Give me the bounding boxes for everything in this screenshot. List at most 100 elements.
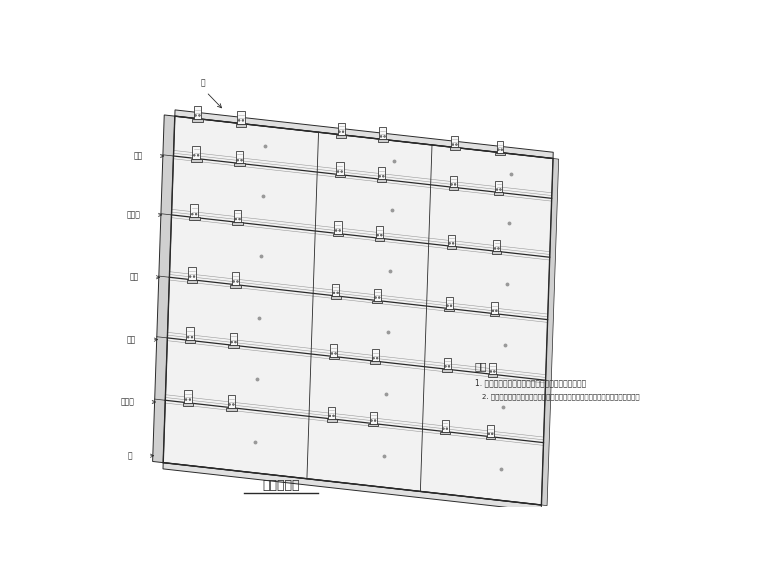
Bar	[447, 246, 456, 249]
Bar	[376, 180, 387, 182]
Circle shape	[498, 149, 499, 150]
Bar	[334, 221, 341, 234]
Circle shape	[372, 357, 375, 359]
Polygon shape	[165, 338, 546, 443]
Bar	[330, 344, 337, 356]
Circle shape	[488, 433, 489, 435]
Circle shape	[499, 189, 502, 190]
Bar	[184, 390, 192, 403]
Circle shape	[375, 296, 377, 299]
Circle shape	[191, 336, 193, 338]
Circle shape	[189, 398, 191, 401]
Bar	[370, 361, 380, 364]
Bar	[234, 164, 245, 166]
Circle shape	[452, 144, 454, 145]
Bar	[191, 158, 201, 161]
Circle shape	[496, 310, 497, 312]
Circle shape	[384, 136, 385, 137]
Circle shape	[445, 365, 446, 367]
Circle shape	[233, 404, 234, 405]
Bar	[444, 357, 451, 369]
Text: 钩: 钩	[201, 78, 205, 87]
Circle shape	[329, 415, 331, 417]
Circle shape	[195, 115, 197, 116]
Circle shape	[338, 131, 340, 133]
Bar	[448, 188, 458, 190]
Circle shape	[231, 341, 233, 343]
Text: 说明: 说明	[475, 361, 487, 371]
Bar	[494, 193, 503, 195]
Circle shape	[331, 353, 333, 355]
Circle shape	[193, 276, 195, 278]
Text: 横拱: 横拱	[133, 152, 142, 161]
Polygon shape	[173, 116, 553, 198]
Bar	[491, 302, 498, 314]
Polygon shape	[167, 277, 548, 380]
Text: 上横拱: 上横拱	[127, 210, 141, 219]
Circle shape	[236, 280, 239, 282]
Circle shape	[377, 234, 378, 236]
Bar	[236, 124, 246, 127]
Circle shape	[451, 184, 452, 185]
Circle shape	[501, 149, 502, 150]
Bar	[369, 424, 378, 426]
Circle shape	[238, 120, 240, 121]
Circle shape	[498, 247, 499, 250]
Circle shape	[380, 136, 382, 137]
Bar	[374, 288, 381, 300]
Bar	[329, 356, 339, 360]
Circle shape	[376, 357, 378, 359]
Bar	[182, 403, 193, 406]
Circle shape	[492, 310, 494, 312]
Circle shape	[237, 159, 239, 161]
Circle shape	[195, 213, 197, 215]
Bar	[336, 162, 344, 174]
Bar	[192, 119, 203, 122]
Circle shape	[197, 154, 199, 156]
Circle shape	[189, 276, 191, 278]
Bar	[486, 437, 496, 439]
Text: 2. 若上图以上改锁件位置相应区域调整钢铝位置，则可将钢铝件挂换成通道挂件。: 2. 若上图以上改锁件位置相应区域调整钢铝位置，则可将钢铝件挂换成通道挂件。	[483, 393, 640, 400]
Bar	[185, 340, 195, 344]
Circle shape	[340, 170, 343, 173]
Bar	[492, 251, 502, 254]
Circle shape	[192, 213, 193, 215]
Circle shape	[333, 292, 335, 294]
Bar	[336, 135, 347, 137]
Bar	[451, 136, 458, 148]
Circle shape	[452, 242, 454, 245]
Polygon shape	[541, 158, 559, 506]
Bar	[378, 140, 388, 142]
Bar	[228, 345, 239, 348]
Bar	[442, 369, 452, 372]
Polygon shape	[163, 463, 541, 511]
Bar	[237, 111, 245, 124]
Bar	[440, 431, 450, 434]
Polygon shape	[163, 400, 543, 505]
Circle shape	[342, 131, 344, 133]
Bar	[230, 332, 237, 345]
Text: 竖拱: 竖拱	[129, 273, 138, 282]
Bar	[236, 150, 243, 164]
Polygon shape	[172, 156, 552, 257]
Bar	[328, 406, 335, 419]
Circle shape	[193, 154, 195, 156]
Bar	[372, 300, 382, 303]
Circle shape	[242, 120, 244, 121]
Circle shape	[446, 428, 448, 430]
Circle shape	[241, 159, 242, 161]
Circle shape	[337, 292, 338, 294]
Bar	[370, 412, 377, 424]
Circle shape	[333, 415, 334, 417]
Text: 横拱: 横拱	[127, 335, 136, 344]
Circle shape	[371, 420, 372, 421]
Bar	[190, 205, 198, 217]
Bar	[446, 297, 453, 308]
Circle shape	[496, 189, 498, 190]
Circle shape	[239, 218, 240, 220]
Text: 挂装示意图: 挂装示意图	[262, 479, 299, 492]
Circle shape	[335, 230, 337, 231]
Bar	[445, 308, 454, 311]
Circle shape	[454, 184, 456, 185]
Bar	[232, 272, 239, 284]
